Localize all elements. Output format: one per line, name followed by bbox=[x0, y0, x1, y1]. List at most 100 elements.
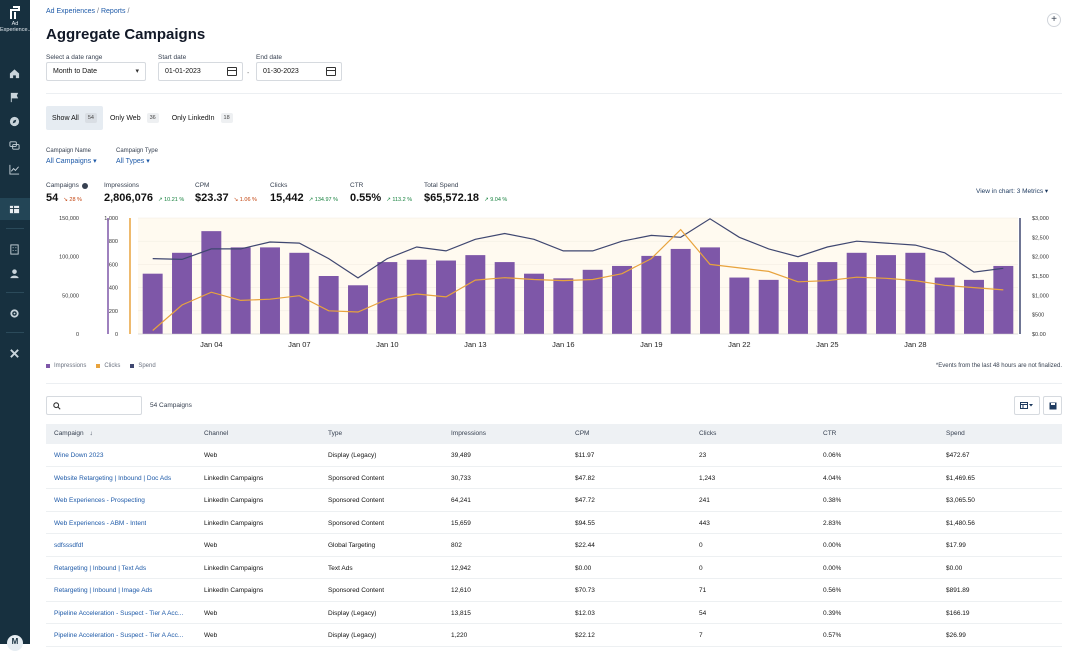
metric-ctr[interactable]: CTR 0.55% ↗ 113.2 % bbox=[350, 182, 412, 204]
sort-arrow-icon: ↓ bbox=[89, 430, 93, 437]
legend-item-impressions[interactable]: Impressions bbox=[46, 363, 86, 369]
tab-only-web[interactable]: Only Web 36 bbox=[104, 106, 165, 130]
y-tick-label-clicks: 800 bbox=[109, 239, 118, 245]
flag-icon[interactable] bbox=[8, 91, 21, 104]
metric-change: ↘ 28 % bbox=[63, 197, 82, 203]
impressions-bar bbox=[318, 276, 339, 334]
table-cell: Display (Legacy) bbox=[328, 609, 377, 617]
metric-value: $23.37 bbox=[195, 192, 229, 204]
app-logo[interactable]: Ad Experience... bbox=[0, 6, 32, 33]
campaign-type-select[interactable]: All Types ▾ bbox=[116, 157, 150, 165]
metric-campaigns[interactable]: Campaigns 54 ↘ 28 % bbox=[46, 182, 88, 204]
search-input[interactable] bbox=[46, 396, 142, 415]
tab-show-all[interactable]: Show All 54 bbox=[46, 106, 103, 130]
table-cell: LinkedIn Campaigns bbox=[204, 497, 264, 504]
table-row[interactable]: Pipeline Acceleration - Suspect - Tier A… bbox=[46, 624, 1062, 647]
metric-total-spend[interactable]: Total Spend $65,572.18 ↗ 9.04 % bbox=[424, 182, 507, 204]
legend-item-spend[interactable]: Spend bbox=[130, 363, 156, 369]
start-date-field[interactable]: 01-01-2023 bbox=[158, 62, 243, 81]
tab-only-linkedin[interactable]: Only LinkedIn 18 bbox=[166, 106, 239, 130]
impressions-bar bbox=[670, 248, 691, 334]
compass-icon[interactable] bbox=[8, 115, 21, 128]
view-in-chart-dropdown[interactable]: View in chart: 3 Metrics ▾ bbox=[976, 187, 1048, 195]
table-row[interactable]: Retargeting | Inbound | Text Ads LinkedIn… bbox=[46, 557, 1062, 579]
table-row[interactable]: Web Experiences - Prospecting LinkedIn Ca… bbox=[46, 489, 1062, 512]
breadcrumb-item-reports[interactable]: Reports bbox=[100, 8, 126, 15]
breadcrumb-item-ad-experiences[interactable]: Ad Experiences bbox=[46, 8, 96, 15]
column-header-cpm[interactable]: CPM bbox=[575, 430, 590, 437]
save-button[interactable] bbox=[1043, 396, 1062, 415]
table-cell: 1,220 bbox=[451, 632, 468, 639]
column-header-campaign[interactable]: Campaign ↓ bbox=[54, 430, 93, 437]
info-icon[interactable] bbox=[81, 182, 88, 189]
x-tick-label: Jan 04 bbox=[200, 340, 223, 349]
table-cell: Web bbox=[204, 542, 218, 549]
column-header-spend[interactable]: Spend bbox=[946, 430, 965, 437]
impressions-bar bbox=[817, 262, 838, 334]
table-cell: $70.73 bbox=[575, 587, 595, 594]
calendar-icon[interactable] bbox=[227, 67, 237, 76]
column-header-channel[interactable]: Channel bbox=[204, 430, 229, 437]
chat-icon[interactable] bbox=[8, 139, 21, 152]
campaign-link[interactable]: Web Experiences - ABM - Intent bbox=[54, 519, 147, 527]
avatar[interactable]: M bbox=[7, 635, 23, 651]
trend-icon[interactable] bbox=[8, 163, 21, 176]
campaign-link[interactable]: Pipeline Acceleration - Suspect - Tier A… bbox=[54, 609, 184, 617]
table-cell: $94.55 bbox=[575, 519, 595, 527]
table-cell: LinkedIn Campaigns bbox=[204, 474, 264, 482]
table-icon[interactable] bbox=[8, 203, 21, 216]
campaign-name-label: Campaign Name bbox=[46, 148, 92, 154]
calendar-icon[interactable] bbox=[326, 67, 336, 76]
table-row[interactable]: Pipeline Acceleration - Suspect - Tier A… bbox=[46, 602, 1062, 624]
metric-cpm[interactable]: CPM $23.37 ↘ 1.06 % bbox=[195, 182, 257, 204]
table-cell: $1,480.56 bbox=[946, 519, 975, 527]
metric-value: 2,806,076 bbox=[104, 192, 153, 204]
campaign-link[interactable]: Pipeline Acceleration - Suspect - Tier A… bbox=[54, 632, 184, 639]
table-cell: $0.00 bbox=[946, 564, 963, 572]
start-date-label: Start date bbox=[158, 54, 187, 61]
column-header-type[interactable]: Type bbox=[328, 430, 343, 437]
impressions-bar bbox=[142, 273, 163, 334]
end-date-field[interactable]: 01-30-2023 bbox=[256, 62, 342, 81]
legend-swatch bbox=[96, 364, 101, 368]
campaign-name-select[interactable]: All Campaigns ▾ bbox=[46, 157, 97, 165]
date-range-select[interactable]: Month to Date ▾ bbox=[46, 62, 146, 81]
table-cell: $1,469.65 bbox=[946, 474, 975, 482]
legend-label: Clicks bbox=[104, 363, 121, 369]
gear-icon[interactable] bbox=[8, 307, 21, 320]
campaign-link[interactable]: Website Retargeting | Inbound | Doc Ads bbox=[54, 474, 172, 482]
add-button[interactable]: + bbox=[1047, 13, 1061, 27]
campaign-link[interactable]: Retargeting | Inbound | Image Ads bbox=[54, 587, 153, 594]
table-row[interactable]: Website Retargeting | Inbound | Doc Ads L… bbox=[46, 467, 1062, 489]
table-cell: 15,659 bbox=[451, 519, 471, 527]
column-header-impressions[interactable]: Impressions bbox=[451, 430, 487, 437]
campaign-link[interactable]: Web Experiences - Prospecting bbox=[54, 497, 145, 504]
campaign-link[interactable]: Retargeting | Inbound | Text Ads bbox=[54, 564, 147, 572]
campaign-link[interactable]: Wine Down 2023 bbox=[54, 452, 104, 459]
campaign-type-label: Campaign Type bbox=[116, 148, 158, 154]
columns-button[interactable] bbox=[1014, 396, 1040, 415]
table-cell: $472.67 bbox=[946, 452, 970, 459]
table-row[interactable]: Retargeting | Inbound | Image Ads LinkedI… bbox=[46, 579, 1062, 602]
metric-clicks[interactable]: Clicks 15,442 ↗ 134.97 % bbox=[270, 182, 338, 204]
metric-label: Total Spend bbox=[424, 182, 459, 189]
table-row[interactable]: sdfsssdfdf Web Global Targeting 802 $22.44 0 0… bbox=[46, 534, 1062, 557]
column-header-clicks[interactable]: Clicks bbox=[699, 430, 717, 437]
metric-impressions[interactable]: Impressions 2,806,076 ↗ 10.21 % bbox=[104, 182, 184, 204]
table-cell: 13,815 bbox=[451, 609, 471, 617]
columns-icon bbox=[1020, 401, 1033, 409]
table-cell: $11.97 bbox=[575, 452, 595, 459]
campaign-link[interactable]: sdfsssdfdf bbox=[54, 542, 84, 549]
table-row[interactable]: Web Experiences - ABM - Intent LinkedIn C… bbox=[46, 512, 1062, 534]
column-header-ctr[interactable]: CTR bbox=[823, 430, 837, 437]
legend-item-clicks[interactable]: Clicks bbox=[96, 363, 120, 369]
table-cell: 0.38% bbox=[823, 497, 842, 504]
person-icon[interactable] bbox=[8, 267, 21, 280]
table-cell: $12.03 bbox=[575, 609, 595, 617]
tools-icon[interactable] bbox=[8, 347, 21, 360]
table-row[interactable]: Wine Down 2023 Web Display (Legacy) 39,489 $… bbox=[46, 444, 1062, 467]
building-icon[interactable] bbox=[8, 243, 21, 256]
impressions-bar bbox=[377, 262, 398, 334]
home-icon[interactable] bbox=[8, 67, 21, 80]
search-icon bbox=[53, 402, 61, 410]
